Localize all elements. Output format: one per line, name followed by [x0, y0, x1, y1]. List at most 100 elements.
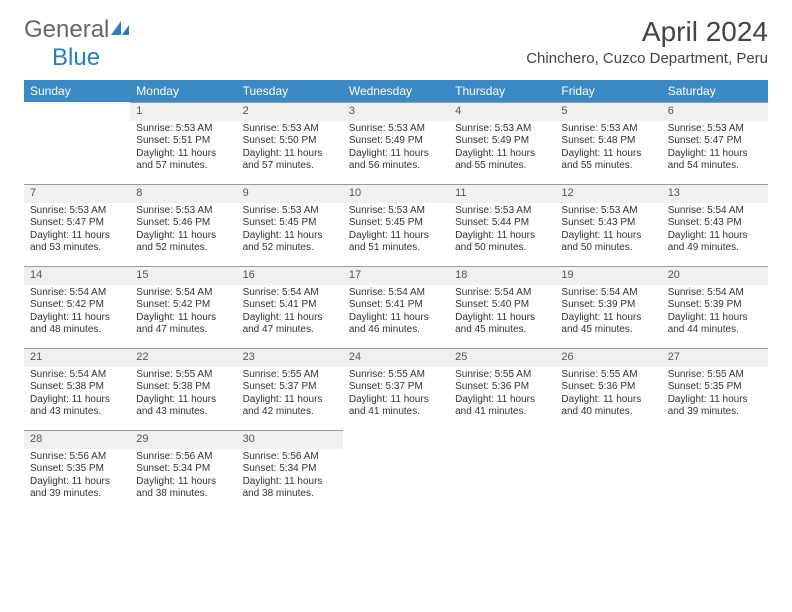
calendar-cell: 29Sunrise: 5:56 AMSunset: 5:34 PMDayligh… — [130, 430, 236, 512]
day-number: 15 — [130, 266, 236, 285]
calendar-cell: 30Sunrise: 5:56 AMSunset: 5:34 PMDayligh… — [237, 430, 343, 512]
day-header: Friday — [555, 80, 661, 102]
daylight-line: Daylight: 11 hours and 48 minutes. — [30, 312, 124, 337]
calendar-week-row: 21Sunrise: 5:54 AMSunset: 5:38 PMDayligh… — [24, 348, 768, 430]
day-content: Sunrise: 5:54 AMSunset: 5:43 PMDaylight:… — [662, 203, 768, 259]
daylight-line: Daylight: 11 hours and 46 minutes. — [349, 312, 443, 337]
sunrise-line: Sunrise: 5:55 AM — [136, 369, 230, 382]
calendar-cell: 15Sunrise: 5:54 AMSunset: 5:42 PMDayligh… — [130, 266, 236, 348]
sunset-line: Sunset: 5:47 PM — [30, 217, 124, 230]
sunrise-line: Sunrise: 5:53 AM — [136, 205, 230, 218]
daylight-line: Daylight: 11 hours and 56 minutes. — [349, 148, 443, 173]
day-number: 29 — [130, 430, 236, 449]
sunset-line: Sunset: 5:41 PM — [243, 299, 337, 312]
day-number: 26 — [555, 348, 661, 367]
daylight-line: Daylight: 11 hours and 57 minutes. — [243, 148, 337, 173]
day-content: Sunrise: 5:54 AMSunset: 5:38 PMDaylight:… — [24, 367, 130, 423]
calendar-week-row: 7Sunrise: 5:53 AMSunset: 5:47 PMDaylight… — [24, 184, 768, 266]
day-content: Sunrise: 5:54 AMSunset: 5:39 PMDaylight:… — [662, 285, 768, 341]
day-content: Sunrise: 5:55 AMSunset: 5:37 PMDaylight:… — [237, 367, 343, 423]
day-number: 20 — [662, 266, 768, 285]
daylight-line: Daylight: 11 hours and 42 minutes. — [243, 394, 337, 419]
day-number: 10 — [343, 184, 449, 203]
day-header: Monday — [130, 80, 236, 102]
day-number: 22 — [130, 348, 236, 367]
daylight-line: Daylight: 11 hours and 55 minutes. — [561, 148, 655, 173]
sunrise-line: Sunrise: 5:54 AM — [30, 287, 124, 300]
daylight-line: Daylight: 11 hours and 52 minutes. — [243, 230, 337, 255]
day-number: 14 — [24, 266, 130, 285]
day-number: 13 — [662, 184, 768, 203]
calendar-cell: 18Sunrise: 5:54 AMSunset: 5:40 PMDayligh… — [449, 266, 555, 348]
day-number: 9 — [237, 184, 343, 203]
day-header: Sunday — [24, 80, 130, 102]
calendar-cell: 28Sunrise: 5:56 AMSunset: 5:35 PMDayligh… — [24, 430, 130, 512]
header: General Blue April 2024 Chinchero, Cuzco… — [24, 16, 768, 72]
day-number: 25 — [449, 348, 555, 367]
sunrise-line: Sunrise: 5:56 AM — [136, 451, 230, 464]
day-content: Sunrise: 5:53 AMSunset: 5:46 PMDaylight:… — [130, 203, 236, 259]
sunset-line: Sunset: 5:47 PM — [668, 135, 762, 148]
sunrise-line: Sunrise: 5:55 AM — [243, 369, 337, 382]
day-header: Tuesday — [237, 80, 343, 102]
day-number: 3 — [343, 102, 449, 121]
sunrise-line: Sunrise: 5:53 AM — [455, 123, 549, 136]
calendar-cell: 12Sunrise: 5:53 AMSunset: 5:43 PMDayligh… — [555, 184, 661, 266]
daylight-line: Daylight: 11 hours and 41 minutes. — [455, 394, 549, 419]
sunset-line: Sunset: 5:45 PM — [243, 217, 337, 230]
calendar-cell: 24Sunrise: 5:55 AMSunset: 5:37 PMDayligh… — [343, 348, 449, 430]
calendar-cell: 11Sunrise: 5:53 AMSunset: 5:44 PMDayligh… — [449, 184, 555, 266]
calendar-cell: 6Sunrise: 5:53 AMSunset: 5:47 PMDaylight… — [662, 102, 768, 184]
daylight-line: Daylight: 11 hours and 50 minutes. — [455, 230, 549, 255]
calendar-table: SundayMondayTuesdayWednesdayThursdayFrid… — [24, 80, 768, 512]
sunset-line: Sunset: 5:38 PM — [30, 381, 124, 394]
daylight-line: Daylight: 11 hours and 54 minutes. — [668, 148, 762, 173]
sunset-line: Sunset: 5:44 PM — [455, 217, 549, 230]
day-content: Sunrise: 5:54 AMSunset: 5:42 PMDaylight:… — [130, 285, 236, 341]
sunrise-line: Sunrise: 5:53 AM — [561, 123, 655, 136]
sunrise-line: Sunrise: 5:53 AM — [561, 205, 655, 218]
sunrise-line: Sunrise: 5:54 AM — [668, 287, 762, 300]
calendar-cell — [24, 102, 130, 184]
daylight-line: Daylight: 11 hours and 53 minutes. — [30, 230, 124, 255]
day-content: Sunrise: 5:53 AMSunset: 5:49 PMDaylight:… — [449, 121, 555, 177]
daylight-line: Daylight: 11 hours and 39 minutes. — [30, 476, 124, 501]
sunset-line: Sunset: 5:51 PM — [136, 135, 230, 148]
calendar-cell: 19Sunrise: 5:54 AMSunset: 5:39 PMDayligh… — [555, 266, 661, 348]
day-number: 4 — [449, 102, 555, 121]
sunset-line: Sunset: 5:42 PM — [30, 299, 124, 312]
day-number: 23 — [237, 348, 343, 367]
day-number: 2 — [237, 102, 343, 121]
day-number: 1 — [130, 102, 236, 121]
calendar-cell: 8Sunrise: 5:53 AMSunset: 5:46 PMDaylight… — [130, 184, 236, 266]
sunset-line: Sunset: 5:48 PM — [561, 135, 655, 148]
logo-text-blue: Blue — [24, 44, 100, 71]
sunset-line: Sunset: 5:40 PM — [455, 299, 549, 312]
sunrise-line: Sunrise: 5:55 AM — [561, 369, 655, 382]
day-header: Saturday — [662, 80, 768, 102]
day-content: Sunrise: 5:56 AMSunset: 5:34 PMDaylight:… — [130, 449, 236, 505]
day-content: Sunrise: 5:53 AMSunset: 5:47 PMDaylight:… — [662, 121, 768, 177]
calendar-cell: 3Sunrise: 5:53 AMSunset: 5:49 PMDaylight… — [343, 102, 449, 184]
day-number: 17 — [343, 266, 449, 285]
sunrise-line: Sunrise: 5:53 AM — [243, 123, 337, 136]
sunset-line: Sunset: 5:49 PM — [455, 135, 549, 148]
calendar-week-row: 14Sunrise: 5:54 AMSunset: 5:42 PMDayligh… — [24, 266, 768, 348]
calendar-cell: 1Sunrise: 5:53 AMSunset: 5:51 PMDaylight… — [130, 102, 236, 184]
calendar-cell: 23Sunrise: 5:55 AMSunset: 5:37 PMDayligh… — [237, 348, 343, 430]
daylight-line: Daylight: 11 hours and 47 minutes. — [136, 312, 230, 337]
sunrise-line: Sunrise: 5:54 AM — [455, 287, 549, 300]
calendar-cell: 21Sunrise: 5:54 AMSunset: 5:38 PMDayligh… — [24, 348, 130, 430]
sunrise-line: Sunrise: 5:54 AM — [30, 369, 124, 382]
sunset-line: Sunset: 5:39 PM — [668, 299, 762, 312]
sunset-line: Sunset: 5:37 PM — [243, 381, 337, 394]
day-number: 28 — [24, 430, 130, 449]
sunrise-line: Sunrise: 5:53 AM — [455, 205, 549, 218]
calendar-cell: 5Sunrise: 5:53 AMSunset: 5:48 PMDaylight… — [555, 102, 661, 184]
day-content: Sunrise: 5:53 AMSunset: 5:44 PMDaylight:… — [449, 203, 555, 259]
sunset-line: Sunset: 5:34 PM — [243, 463, 337, 476]
daylight-line: Daylight: 11 hours and 45 minutes. — [455, 312, 549, 337]
daylight-line: Daylight: 11 hours and 47 minutes. — [243, 312, 337, 337]
sunrise-line: Sunrise: 5:53 AM — [30, 205, 124, 218]
day-content: Sunrise: 5:53 AMSunset: 5:45 PMDaylight:… — [237, 203, 343, 259]
